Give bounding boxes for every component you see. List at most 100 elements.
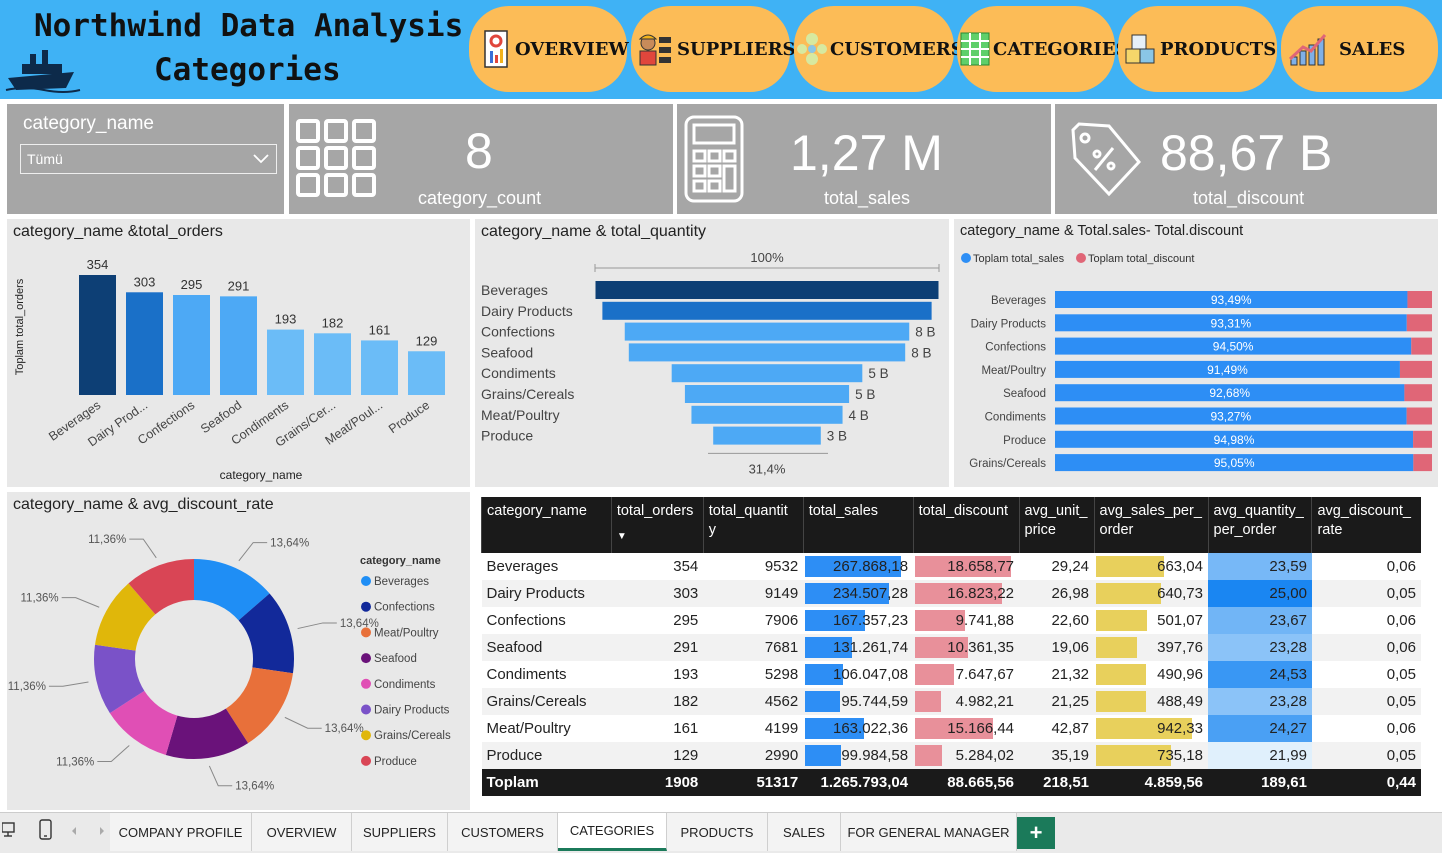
nav-button-categories[interactable]: CATEGORIES	[957, 6, 1129, 92]
cell-qty: 5298	[703, 661, 804, 688]
nav-button-products[interactable]: PRODUCTS	[1118, 6, 1277, 92]
funnel-bar[interactable]	[684, 385, 850, 403]
page-tab[interactable]: CUSTOMERS	[448, 813, 558, 851]
table-row[interactable]: Seafood 291 7681 131.261,74 10.361,35 19,06 39…	[481, 634, 1421, 661]
cell-orders: 193	[611, 661, 704, 688]
scroll-right-icon[interactable]	[98, 826, 106, 836]
donut-slice[interactable]	[165, 708, 249, 759]
bar[interactable]	[267, 329, 304, 395]
sales-segment[interactable]	[1055, 337, 1412, 355]
sales-segment[interactable]	[1055, 314, 1407, 332]
funnel-bar[interactable]	[602, 301, 932, 320]
legend-title: category_name	[360, 555, 441, 567]
cell-value: 23,59	[1269, 558, 1307, 575]
legend-marker	[361, 601, 371, 612]
bar[interactable]	[314, 333, 351, 395]
legend-marker	[361, 576, 371, 586]
cell-value: 7.647,67	[955, 666, 1015, 683]
sales-segment[interactable]	[1055, 360, 1400, 378]
sales-segment[interactable]	[1055, 384, 1405, 402]
column-header[interactable]: avg_discount_ rate	[1311, 497, 1421, 553]
discount-segment[interactable]	[1407, 291, 1432, 308]
discount-segment[interactable]	[1413, 454, 1432, 472]
page-tab[interactable]: OVERVIEW	[252, 813, 352, 851]
page-tab[interactable]: COMPANY PROFILE	[110, 813, 252, 851]
funnel-bar[interactable]	[691, 405, 843, 424]
funnel-bar[interactable]	[624, 322, 910, 341]
bar[interactable]	[408, 351, 445, 395]
add-page-button[interactable]: +	[1017, 817, 1055, 849]
sales-segment[interactable]	[1055, 430, 1414, 448]
nav-button-label: CUSTOMERS	[830, 38, 964, 60]
page-tab[interactable]: CATEGORIES	[558, 813, 667, 851]
donut-slice[interactable]	[94, 644, 145, 714]
cell-value: 163.022,36	[833, 720, 909, 737]
discount-segment[interactable]	[1413, 430, 1432, 448]
column-header[interactable]: total_sales	[802, 497, 914, 553]
bar[interactable]	[126, 292, 163, 395]
table-row[interactable]: Meat/Poultry 161 4199 163.022,36 15.166,44 42…	[481, 715, 1421, 742]
column-header[interactable]: avg_sales_per_ order	[1093, 497, 1208, 553]
cell-orders: 182	[611, 688, 704, 715]
table-row[interactable]: Grains/Cereals 182 4562 95.744,59 4.982,21 21…	[481, 688, 1421, 715]
funnel-category-label: Produce	[481, 428, 533, 444]
table-header-row: category_name total_orders ▼ total_quantit …	[481, 497, 1421, 553]
page-tab[interactable]: SUPPLIERS	[352, 813, 448, 851]
page-tab[interactable]: SALES	[768, 813, 841, 851]
funnel-bar[interactable]	[713, 426, 821, 445]
mobile-layout-icon[interactable]	[39, 819, 53, 841]
nav-button-overview[interactable]: OVERVIEW	[469, 6, 629, 92]
table-row[interactable]: Confections 295 7906 167.357,23 9.741,88 22,6…	[481, 607, 1421, 634]
table-row[interactable]: Dairy Products 303 9149 234.507,28 16.823,22…	[481, 580, 1421, 607]
discount-segment[interactable]	[1406, 407, 1432, 425]
column-header[interactable]: avg_unit_ price	[1018, 497, 1095, 553]
sales-segment[interactable]	[1055, 291, 1408, 308]
nav-button-suppliers[interactable]: SUPPLIERS	[631, 6, 796, 92]
donut-slice[interactable]	[225, 667, 293, 744]
bar[interactable]	[220, 296, 257, 395]
column-header[interactable]: category_name	[481, 497, 612, 553]
nav-button-customers[interactable]: CUSTOMERS	[794, 6, 964, 92]
donut-slice[interactable]	[95, 583, 156, 651]
cell-value: 10.361,35	[947, 639, 1015, 656]
funnel-bar[interactable]	[595, 281, 939, 299]
donut-slice[interactable]	[128, 559, 194, 615]
scroll-left-icon[interactable]	[70, 826, 78, 836]
calculator-icon	[684, 115, 744, 203]
legend-label: Produce	[374, 756, 417, 768]
table-row[interactable]: Beverages 354 9532 267.868,18 18.658,77 29,24…	[481, 553, 1421, 580]
cell-value: 22,60	[1051, 612, 1090, 629]
bar[interactable]	[361, 340, 398, 395]
table-row[interactable]: Condiments 193 5298 106.047,08 7.647,67 21,32…	[481, 661, 1421, 688]
slice-percent-label: 13,64%	[235, 781, 274, 793]
bar[interactable]	[173, 295, 210, 395]
discount-segment[interactable]	[1399, 360, 1432, 378]
donut-slice[interactable]	[109, 690, 178, 755]
column-header[interactable]: total_orders ▼	[610, 497, 704, 553]
slicer-dropdown[interactable]: Tümü	[20, 144, 277, 174]
sales-discount-chart-plot: Toplam total_sales Toplam total_discount 9…	[961, 253, 1432, 472]
sales-segment[interactable]	[1055, 407, 1407, 425]
sort-desc-icon[interactable]: ▼	[616, 531, 627, 542]
discount-segment[interactable]	[1411, 337, 1432, 355]
cell-value: Produce	[486, 747, 543, 764]
bar[interactable]	[79, 275, 116, 395]
cell-spo: 735,18	[1094, 742, 1208, 769]
discount-segment[interactable]	[1404, 384, 1432, 402]
desktop-layout-icon[interactable]	[2, 821, 16, 839]
sales-segment[interactable]	[1055, 454, 1414, 472]
column-header[interactable]: total_quantit y	[702, 497, 804, 553]
funnel-bar[interactable]	[628, 343, 906, 362]
column-header[interactable]: total_discount	[912, 497, 1020, 553]
column-header[interactable]: avg_quantity_ per_order	[1207, 497, 1312, 553]
nav-button-sales[interactable]: SALES	[1281, 6, 1438, 92]
donut-slice[interactable]	[194, 559, 270, 621]
kpi-card-category-count: 8 category_count	[289, 104, 673, 214]
page-tab[interactable]: PRODUCTS	[667, 813, 768, 851]
discount-rate-donut-plot: 13,64% 13,64% 13,64% 13,64% 11,36% 11,36% 11,3…	[8, 534, 451, 793]
donut-slice[interactable]	[238, 593, 294, 674]
table-row[interactable]: Produce 129 2990 99.984,58 5.284,02 35,19 735,…	[481, 742, 1421, 769]
page-tab[interactable]: FOR GENERAL MANAGER	[841, 813, 1017, 851]
discount-segment[interactable]	[1406, 314, 1432, 332]
funnel-bar[interactable]	[671, 364, 863, 383]
